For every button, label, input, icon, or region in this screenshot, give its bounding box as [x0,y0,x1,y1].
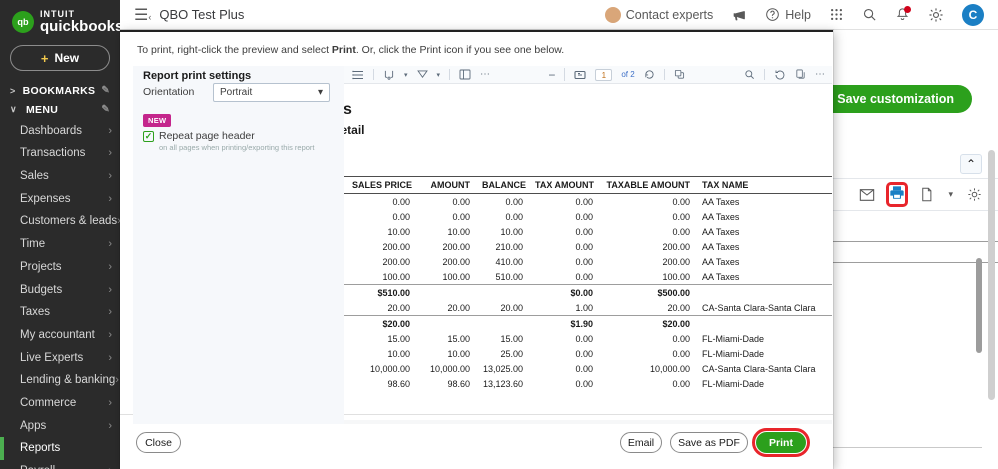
svg-text:qb: qb [17,17,29,27]
